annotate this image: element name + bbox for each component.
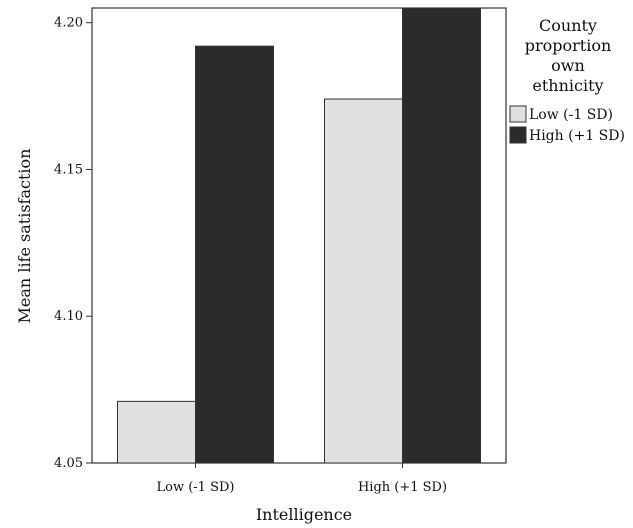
bar-low-low-intelligence: [117, 400, 196, 464]
x-tick-label: Low (-1 SD): [157, 480, 235, 495]
x-axis: Low (-1 SD) High (+1 SD): [157, 463, 447, 495]
legend-title-line-4: ethnicity: [532, 76, 603, 95]
y-tick-label: 4.15: [54, 162, 83, 177]
legend-swatch-high: [509, 126, 527, 144]
bar-high-high-intelligence: [402, 7, 481, 464]
bar-low-high-intelligence: [324, 98, 403, 464]
y-tick-label: 4.10: [54, 309, 83, 324]
x-tick-label: High (+1 SD): [358, 480, 447, 495]
y-axis-title: Mean life satisfaction: [15, 149, 34, 324]
legend-swatch-low: [509, 105, 527, 123]
plot-area: 4.05 4.10 4.15 4.20 Low (-1 SD) High (+1 SD): [54, 7, 507, 495]
legend-title-line-3: own: [551, 56, 585, 75]
legend: County proportion own ethnicity Low (-1 …: [509, 16, 625, 144]
legend-label-low: Low (-1 SD): [529, 107, 613, 123]
legend-title-line-2: proportion: [525, 36, 612, 55]
legend-items: Low (-1 SD) High (+1 SD): [509, 105, 625, 144]
y-axis: 4.05 4.10 4.15 4.20: [54, 16, 92, 471]
legend-label-high: High (+1 SD): [529, 128, 625, 144]
bar-high-low-intelligence: [195, 45, 274, 464]
bars: [117, 7, 481, 464]
x-axis-title: Intelligence: [256, 505, 352, 524]
y-tick-label: 4.20: [54, 16, 83, 31]
y-tick-label: 4.05: [54, 456, 83, 471]
legend-title-line-1: County: [539, 16, 597, 35]
